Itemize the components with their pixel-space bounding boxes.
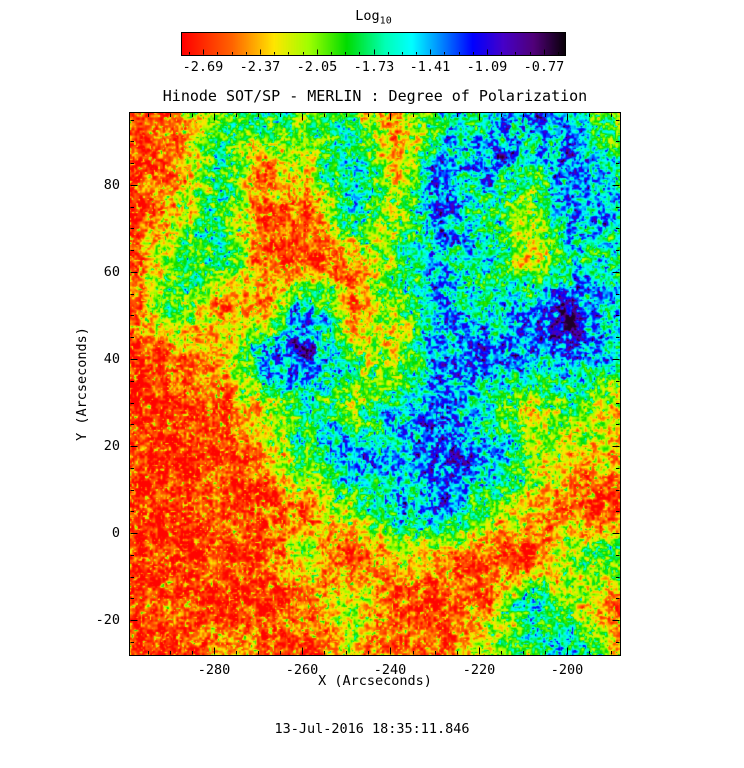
plot-title: Hinode SOT/SP - MERLIN : Degree of Polar…: [162, 87, 588, 105]
colorbar-tick-label: -2.69: [182, 59, 224, 75]
colorbar-gradient: [182, 33, 565, 55]
x-tick-label: -220: [462, 662, 496, 678]
y-tick-label: 80: [103, 177, 120, 193]
x-tick-label: -200: [550, 662, 584, 678]
x-axis-label: X (Arcseconds): [318, 673, 432, 689]
colorbar-tick-label: -1.73: [353, 59, 395, 75]
y-tick-label: 40: [103, 351, 120, 367]
colorbar-tick-label: -0.77: [523, 59, 565, 75]
timestamp: 13-Jul-2016 18:35:11.846: [274, 721, 470, 737]
colorbar-tick-label: -2.05: [296, 59, 338, 75]
colorbar-tick-label: -1.41: [409, 59, 451, 75]
colorbar-tick-label: -2.37: [239, 59, 281, 75]
colorbar-tick-label: -1.09: [466, 59, 508, 75]
y-axis-label: Y (Arcseconds): [74, 327, 90, 441]
y-tick-label: 20: [103, 438, 120, 454]
x-tick-label: -260: [285, 662, 319, 678]
colorbar-title-text: Log: [355, 8, 380, 24]
y-tick-label: -20: [95, 612, 120, 628]
x-tick-label: -280: [197, 662, 231, 678]
colorbar-title: Log10: [182, 8, 565, 27]
colorbar-title-subscript: 10: [379, 15, 392, 27]
polarization-heatmap: [130, 113, 620, 655]
y-tick-label: 60: [103, 264, 120, 280]
x-tick-label: -240: [373, 662, 407, 678]
y-tick-label: 0: [111, 525, 120, 541]
